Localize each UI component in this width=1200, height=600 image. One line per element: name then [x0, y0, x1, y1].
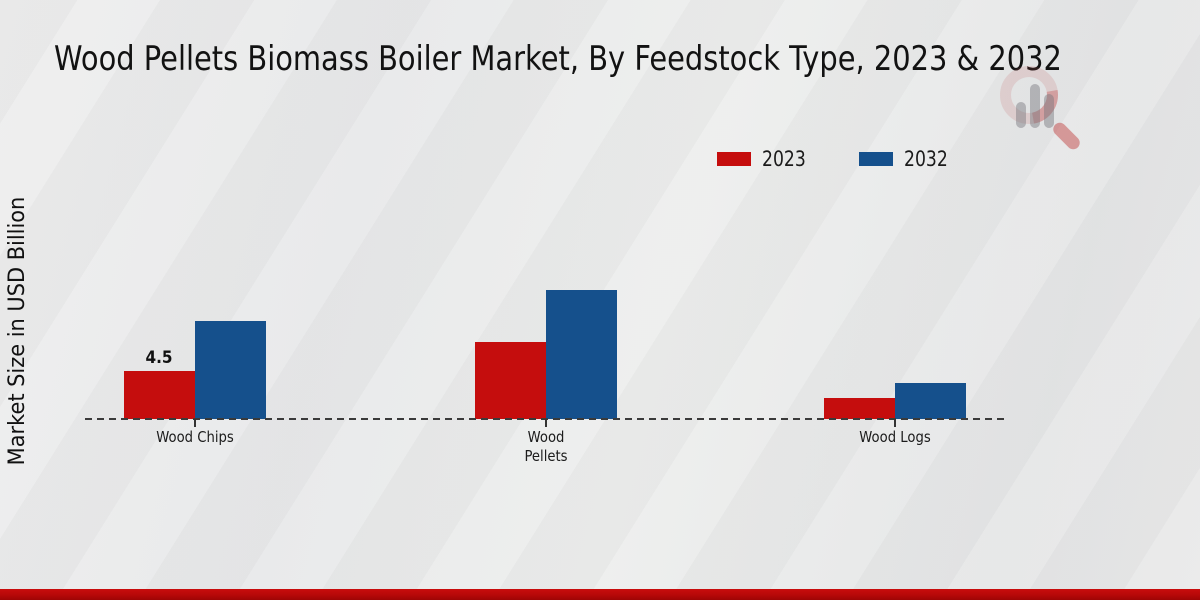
x-tick-wood-logs [894, 419, 896, 427]
bar-2023-wood-chips [123, 371, 195, 419]
x-tick-wood-pellets [544, 419, 547, 427]
legend-label-2032: 2032 [904, 147, 949, 171]
legend-swatch-2032 [859, 152, 894, 166]
legend: 2023 2032 [717, 147, 958, 171]
x-tick-label-wood-pellets: Wood Pellets [523, 428, 568, 465]
x-tick-label-wood-chips: Wood Chips [155, 428, 234, 446]
x-tick-wood-chips [193, 419, 196, 427]
chart-title: Wood Pellets Biomass Boiler Market, By F… [54, 39, 1062, 79]
bar-2032-wood-chips [194, 321, 266, 419]
legend-swatch-2023 [717, 152, 751, 166]
legend-label-2023: 2023 [762, 147, 806, 171]
bar-2032-wood-logs [895, 383, 966, 419]
footer-bar [0, 589, 1200, 600]
x-tick-label-wood-logs: Wood Logs [859, 428, 931, 446]
bar-value-label: 4.5 [145, 348, 173, 368]
bar-2023-wood-logs [824, 398, 895, 419]
bar-2023-wood-pellets [474, 342, 546, 419]
bar-2032-wood-pellets [545, 290, 617, 419]
